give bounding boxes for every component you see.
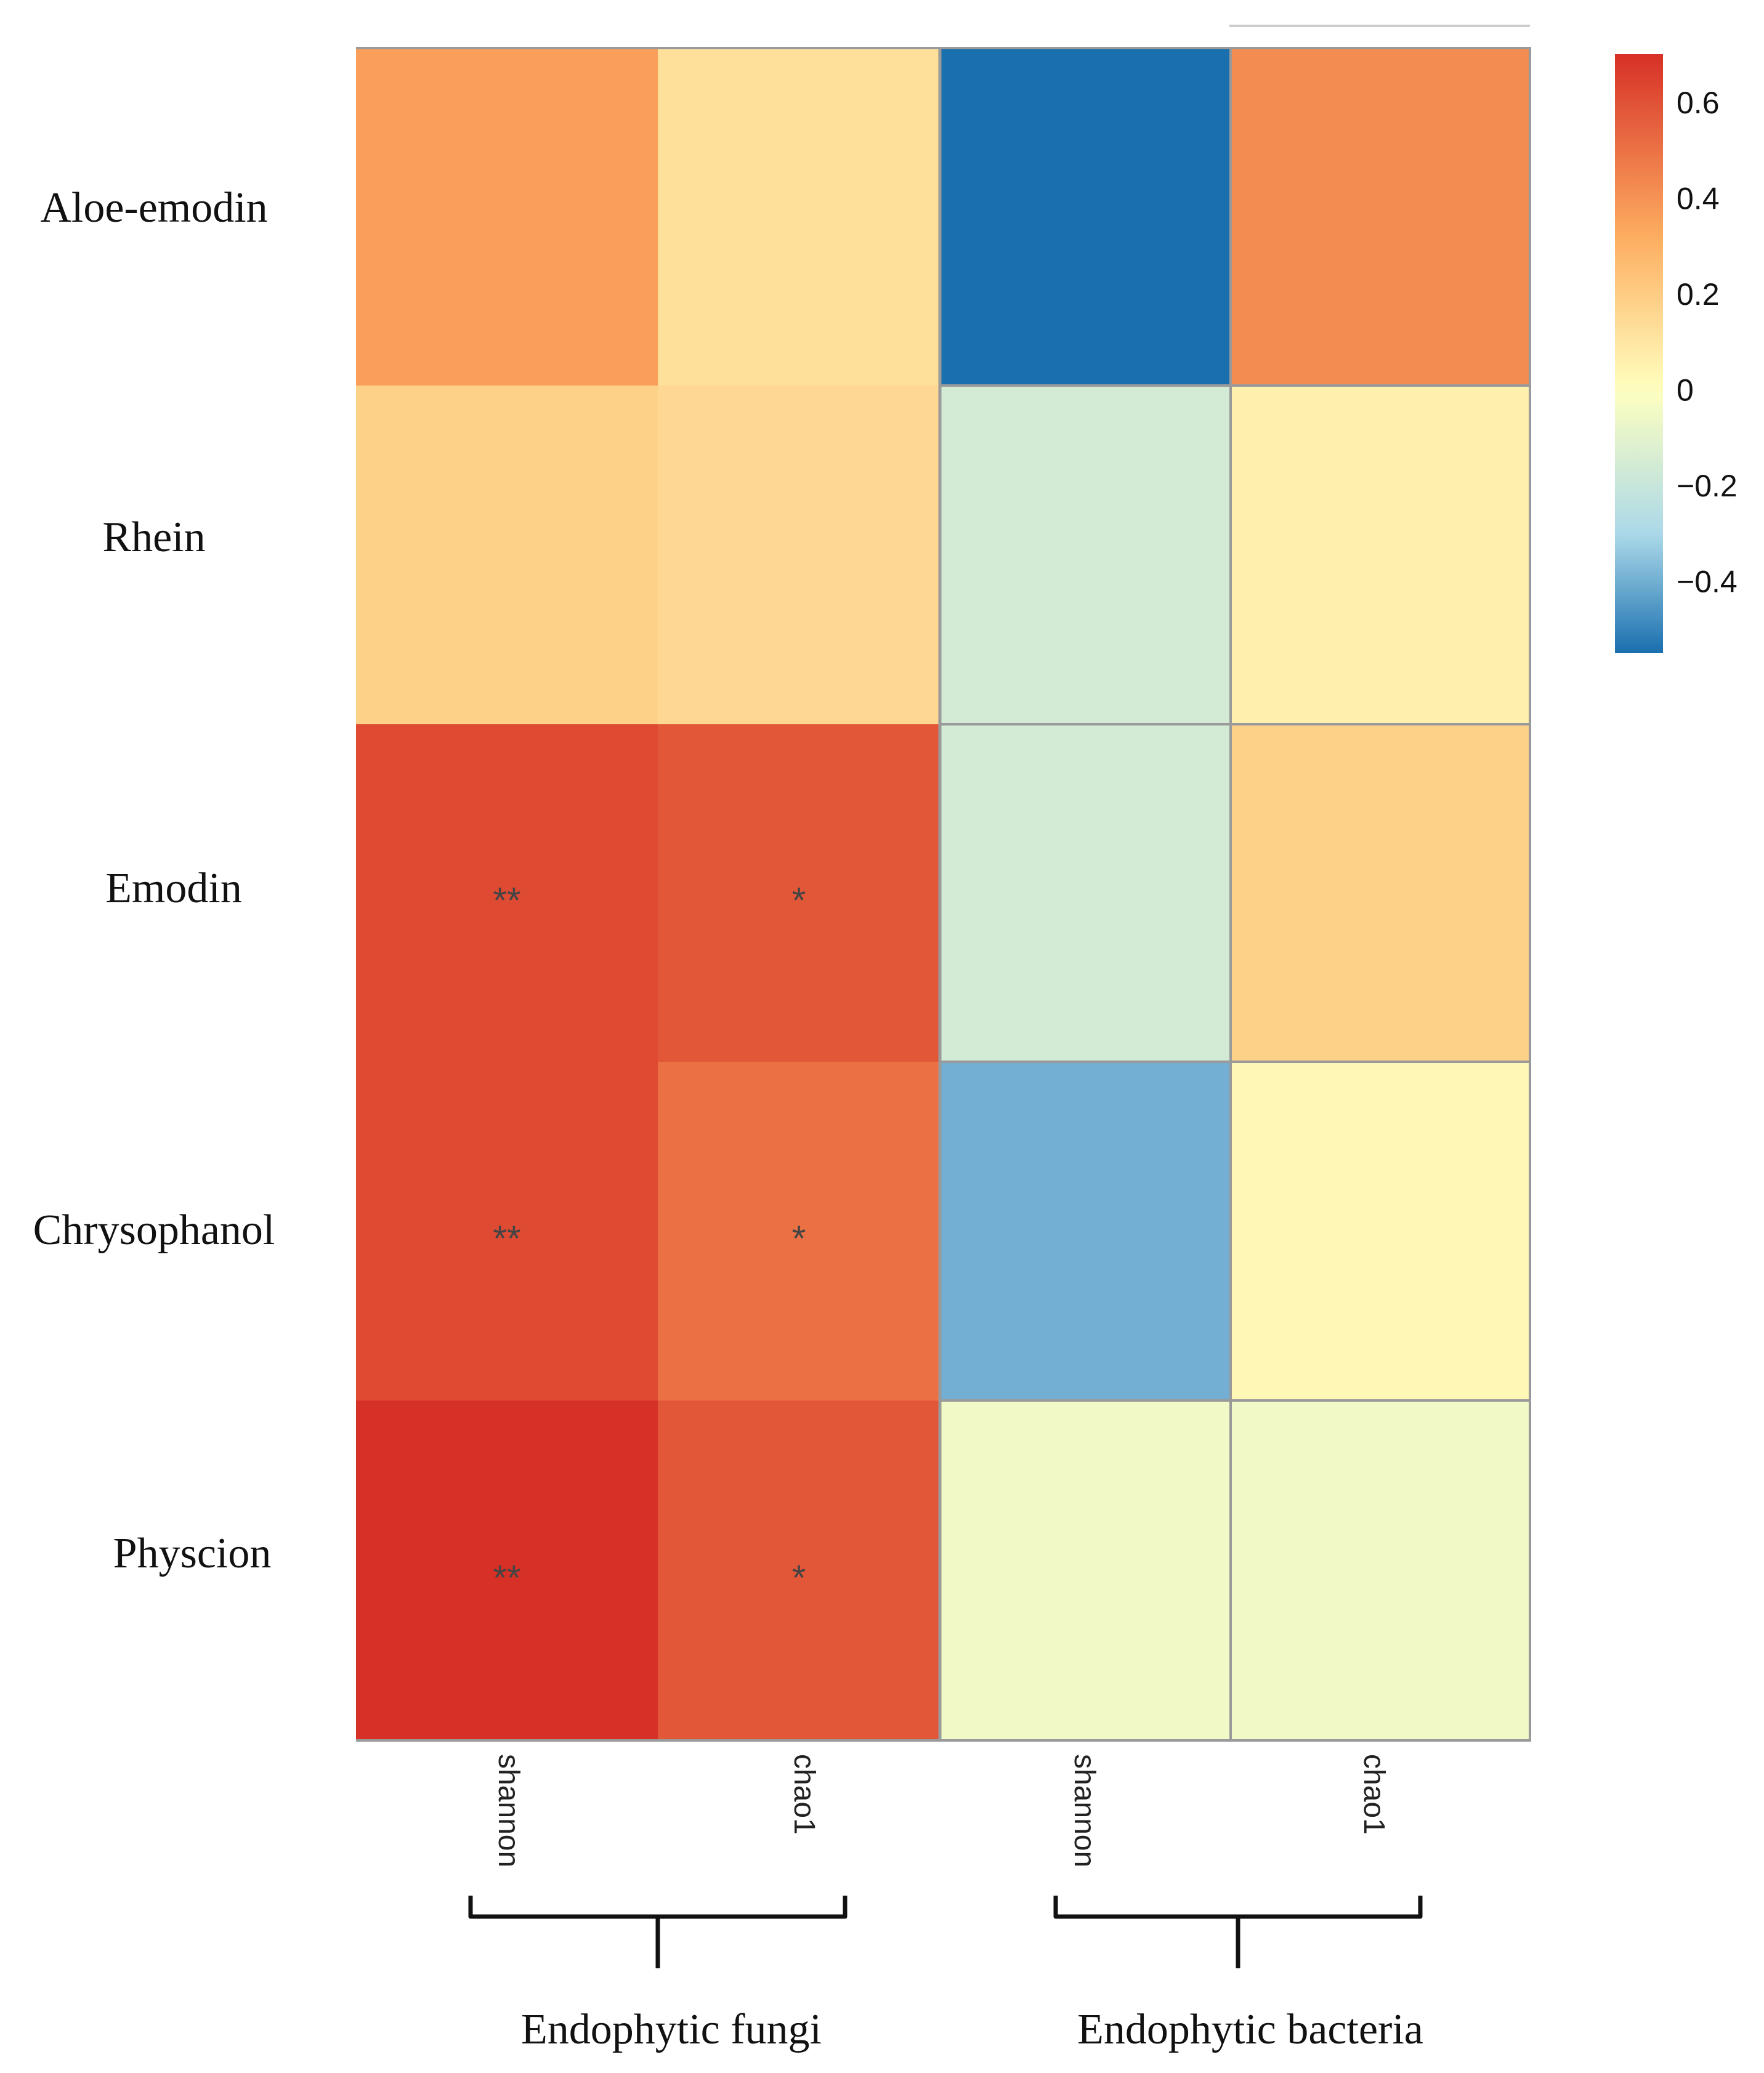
heatmap-cell-emodin-3 <box>1229 723 1531 1063</box>
row-label-chrysophanol: Chrysophanol <box>33 1206 275 1254</box>
colorbar-tick-label: 0.2 <box>1677 277 1720 312</box>
heatmap-cell-chrysophanol-2 <box>939 1061 1232 1402</box>
heatmap-cell-emodin-0 <box>356 724 658 1062</box>
heatmap-cell-physcion-0 <box>356 1400 658 1740</box>
heatmap-cell-rhein-3 <box>1229 384 1531 725</box>
column-label-shannon-2: shannon <box>1068 1754 1101 1867</box>
significance-marker: * <box>792 1219 806 1259</box>
colorbar-tick-label: −0.2 <box>1677 469 1738 503</box>
significance-marker: * <box>792 1558 806 1598</box>
colorbar-gradient <box>1615 54 1663 653</box>
heatmap-cell-emodin-2 <box>939 723 1232 1063</box>
column-label-chao1-1: chao1 <box>788 1754 820 1835</box>
heatmap-cell-aloe-emodin-3 <box>1229 47 1531 387</box>
row-label-physcion: Physcion <box>113 1530 272 1577</box>
colorbar-tick-label: 0.6 <box>1677 86 1720 120</box>
row-labels: Aloe-emodin Rhein Emodin Chrysophanol Physci… <box>33 184 275 1577</box>
column-label-chao1-3: chao1 <box>1357 1754 1390 1835</box>
column-group-brackets: Endophytic fungi Endophytic bacteria <box>468 1896 1423 2053</box>
group-label-1: Endophytic bacteria <box>1077 2006 1423 2053</box>
heatmap-cell-physcion-2 <box>939 1399 1232 1742</box>
heatmap-cell-rhein-2 <box>939 384 1232 725</box>
row-label-rhein: Rhein <box>102 514 205 561</box>
significance-marker: ** <box>493 881 520 921</box>
column-label-shannon-0: shannon <box>492 1754 525 1867</box>
significance-marker: * <box>792 881 806 921</box>
colorbar-tick-label: 0 <box>1677 373 1694 407</box>
row-label-emodin: Emodin <box>105 865 242 912</box>
color-legend: 0.6 0.4 0.2 0 −0.2 −0.4 <box>1615 54 1738 653</box>
heatmap-cell-aloe-emodin-2 <box>939 47 1232 387</box>
colorbar-tick-label: 0.4 <box>1677 181 1720 216</box>
heatmap-cell-aloe-emodin-1 <box>658 48 940 386</box>
heatmap-cell-aloe-emodin-0 <box>356 48 658 386</box>
significance-markers: ** *** *** * <box>493 881 806 1598</box>
heatmap-cell-chrysophanol-0 <box>356 1062 658 1400</box>
group-bracket-0 <box>468 1896 848 1968</box>
group-label-0: Endophytic fungi <box>521 2006 822 2053</box>
heatmap-cell-physcion-3 <box>1229 1399 1531 1742</box>
heatmap-cell-chrysophanol-3 <box>1229 1061 1531 1402</box>
significance-marker: ** <box>493 1558 520 1598</box>
heatmap-cells <box>356 25 1531 1742</box>
row-label-aloe-emodin: Aloe-emodin <box>40 184 267 232</box>
column-labels: shannon chao1 shannon chao1 <box>492 1754 1390 1867</box>
heatmap-cell-chrysophanol-1 <box>658 1062 940 1400</box>
heatmap-cell-emodin-1 <box>658 724 940 1062</box>
group-bracket-1 <box>1053 1896 1423 1968</box>
colorbar-tick-label: −0.4 <box>1677 564 1738 599</box>
significance-marker: ** <box>493 1219 520 1259</box>
heatmap-cell-rhein-0 <box>356 386 658 724</box>
heatmap-cell-physcion-1 <box>658 1400 940 1740</box>
heatmap-cell-rhein-1 <box>658 386 940 724</box>
